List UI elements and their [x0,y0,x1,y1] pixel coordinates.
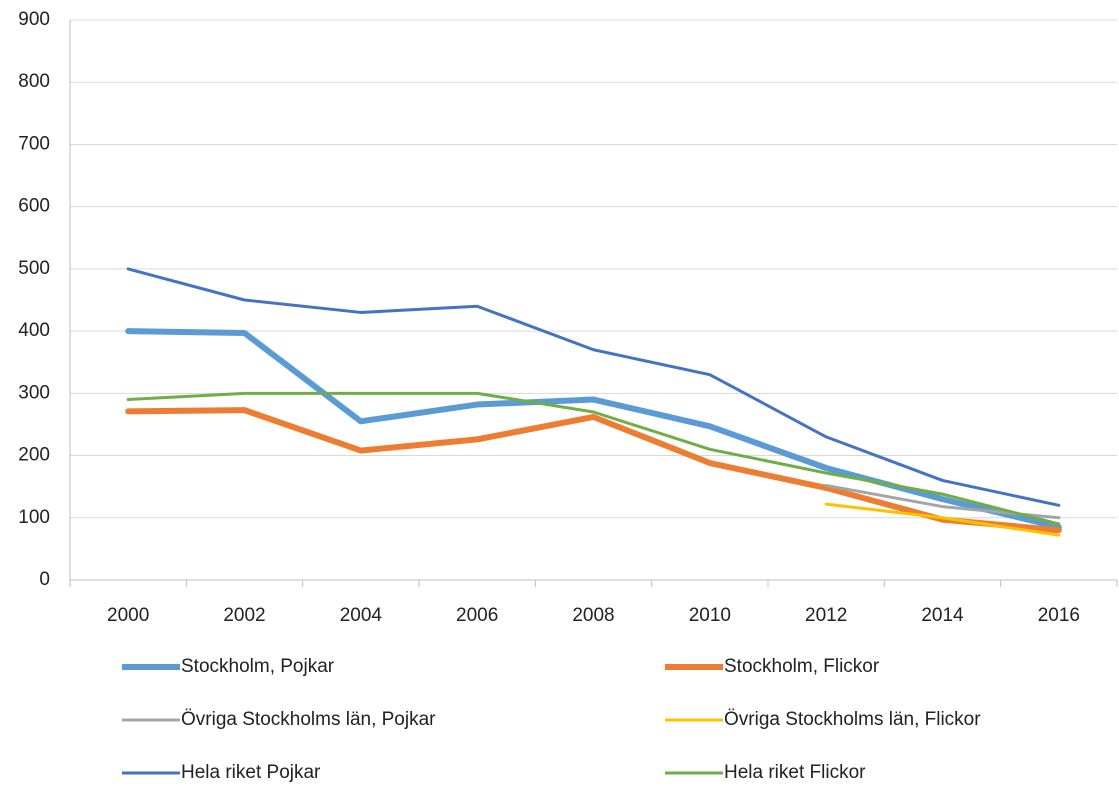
x-tick-label: 2010 [689,605,731,626]
x-tick-label: 2012 [805,605,847,626]
y-tick-label: 900 [18,9,50,30]
legend-label: Hela riket Pojkar [181,762,321,783]
legend-label: Stockholm, Flickor [724,656,880,677]
y-tick-label: 800 [18,71,50,92]
x-tick-label: 2006 [456,605,498,626]
y-tick-label: 300 [18,382,50,403]
legend-label: Övriga Stockholms län, Flickor [724,709,981,730]
legend-label: Övriga Stockholms län, Pojkar [181,709,436,730]
series-line [824,502,1061,537]
x-tick-label: 2000 [107,605,149,626]
x-tick-label: 2016 [1038,605,1080,626]
y-tick-label: 500 [18,258,50,279]
legend-label: Hela riket Flickor [724,762,866,783]
y-tick-label: 0 [39,569,50,590]
x-tick-label: 2008 [572,605,614,626]
y-tick-label: 400 [18,320,50,341]
series-line [125,407,1062,534]
y-tick-label: 200 [18,445,50,466]
series-line [126,267,1061,507]
series-line [125,328,1062,531]
legend-label: Stockholm, Pojkar [181,656,335,677]
y-tick-label: 100 [18,507,50,528]
y-tick-label: 700 [18,133,50,154]
x-tick-label: 2002 [223,605,265,626]
x-tick-label: 2004 [340,605,383,626]
series-line [126,391,1061,526]
y-tick-label: 600 [18,196,50,217]
x-tick-label: 2014 [921,605,964,626]
